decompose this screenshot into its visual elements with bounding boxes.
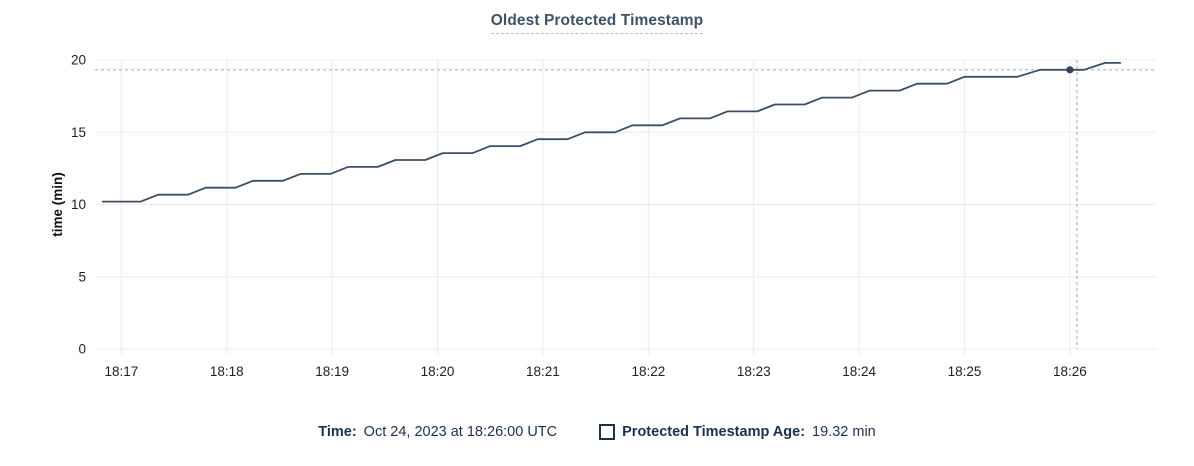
legend-time-value: Oct 24, 2023 at 18:26:00 UTC [363,424,558,440]
data-point-marker [1066,66,1074,74]
y-tick-label: 0 [78,342,86,357]
chart-plot-area[interactable]: 0 5 10 15 20 18:17 18:18 18:19 18:20 18:21 18:22 18… [0,40,1194,410]
legend-series-protected-timestamp-age[interactable]: Protected Timestamp Age: 19.32 min [599,424,876,440]
x-tick-label: 18:23 [737,364,771,379]
legend-time-key: Time: [318,424,357,440]
x-tick-label: 18:24 [842,364,876,379]
y-tick-label: 10 [71,197,86,212]
chart-header: Oldest Protected Timestamp [0,0,1194,40]
x-tick-label: 18:22 [631,364,665,379]
x-tick-label: 18:21 [526,364,560,379]
legend-series-value: 19.32 min [812,424,876,440]
x-tick-label: 18:26 [1053,364,1087,379]
x-tick-label: 18:19 [315,364,349,379]
x-tick-label: 18:25 [948,364,982,379]
series-swatch-icon[interactable] [599,424,616,440]
x-tick-label: 18:20 [421,364,455,379]
chart-title[interactable]: Oldest Protected Timestamp [490,12,704,34]
y-axis-label: time (min) [50,172,65,237]
y-tick-label: 20 [71,53,86,68]
x-tick-label: 18:18 [210,364,244,379]
legend-time: Time: Oct 24, 2023 at 18:26:00 UTC [318,424,557,440]
chart-legend: Time: Oct 24, 2023 at 18:26:00 UTC Prote… [0,424,1194,440]
y-tick-label: 15 [71,125,86,140]
chart-line-protected-timestamp-age [102,62,1121,203]
legend-series-key: Protected Timestamp Age: [622,424,806,440]
x-tick-label: 18:17 [104,364,138,379]
y-tick-label: 5 [78,269,86,284]
